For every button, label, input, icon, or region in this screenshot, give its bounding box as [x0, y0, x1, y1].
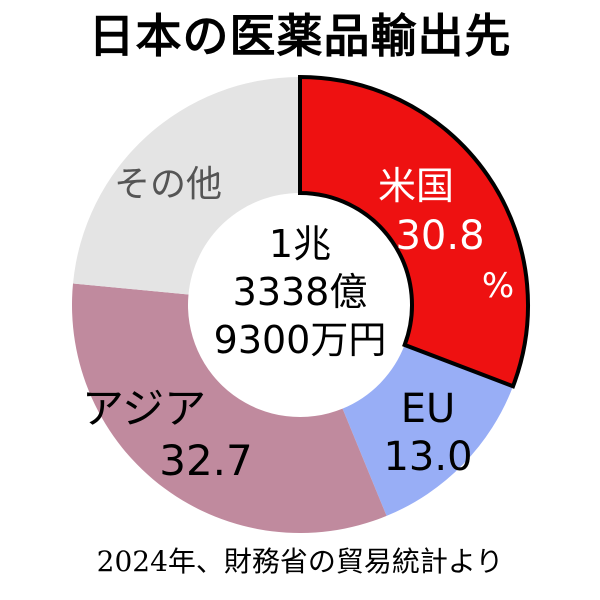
label-us-name: 米国: [378, 164, 454, 208]
label-us-value: 30.8: [395, 213, 484, 259]
label-other-name: その他: [114, 164, 222, 205]
label-eu-value: 13.0: [383, 434, 472, 480]
label-asia-name: アジア: [82, 384, 206, 433]
slice-us: [298, 74, 530, 389]
center-total-line-2: 3338億: [233, 270, 368, 314]
center-total-line-1: 1兆: [269, 222, 331, 266]
center-total-line-3: 9300万円: [214, 318, 387, 362]
donut-slices: [71, 74, 530, 533]
center-total: 1兆 3338億 9300万円: [214, 222, 387, 362]
label-eu-name: EU: [401, 386, 456, 432]
source-note: 2024年、財務省の貿易統計より: [96, 545, 504, 578]
slice-eu: [342, 344, 514, 516]
slice-other: [73, 77, 300, 295]
slice-asia: [71, 283, 387, 533]
label-us-unit: %: [482, 266, 514, 306]
label-asia-value: 32.7: [159, 436, 253, 485]
slice-labels: 米国 30.8 % EU 13.0 アジア 32.7 その他: [82, 164, 514, 485]
chart-title: 日本の医薬品輸出先: [88, 9, 512, 63]
